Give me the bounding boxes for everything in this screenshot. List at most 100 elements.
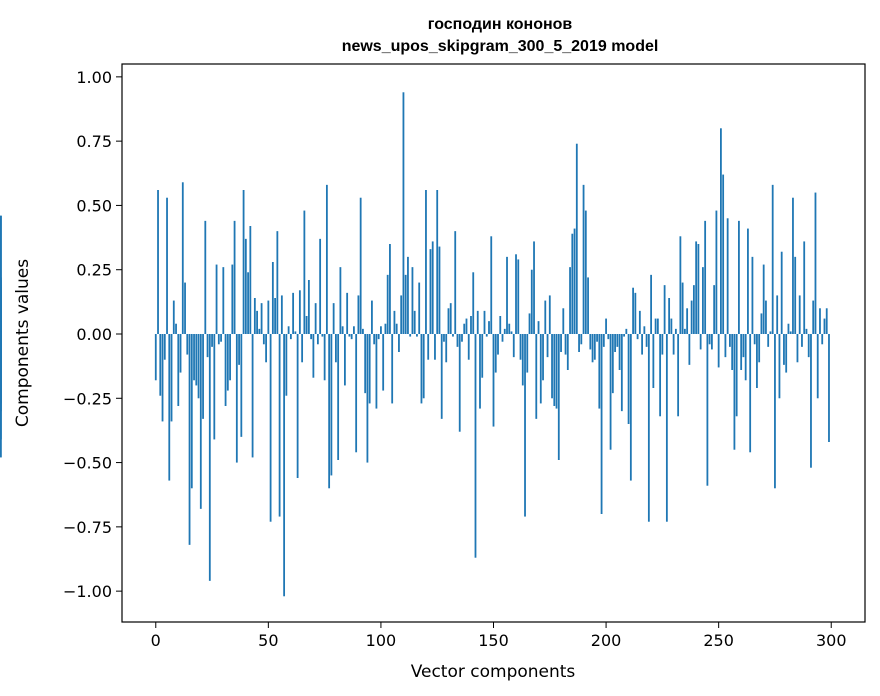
bar — [242, 190, 245, 334]
bar — [623, 334, 625, 337]
bar — [713, 285, 716, 334]
bar — [490, 236, 493, 334]
bar — [814, 192, 817, 334]
chart-subtitle: news_upos_skipgram_300_5_2019 model — [342, 38, 659, 55]
bar — [172, 300, 175, 334]
bar — [771, 184, 774, 334]
bar — [589, 334, 592, 350]
bar — [260, 303, 263, 334]
x-tick-label: 50 — [258, 631, 278, 650]
bar — [298, 290, 301, 334]
bar — [449, 303, 452, 334]
bar — [220, 334, 222, 342]
bar — [564, 334, 567, 355]
bar — [828, 334, 830, 442]
bar — [440, 334, 443, 419]
y-tick-label: −0.75 — [63, 518, 112, 537]
bar — [483, 310, 486, 334]
bar — [607, 334, 610, 340]
bar — [463, 323, 466, 334]
bar — [217, 334, 220, 345]
bar — [654, 318, 657, 334]
bar — [740, 334, 743, 370]
bar — [429, 249, 432, 334]
bar — [774, 334, 776, 489]
bar — [443, 334, 445, 342]
bar — [175, 323, 177, 334]
bar — [539, 334, 542, 404]
bar — [276, 231, 279, 334]
bar — [798, 295, 801, 334]
bar — [362, 328, 364, 334]
bar — [280, 295, 283, 334]
bar — [0, 215, 2, 334]
bar — [674, 328, 677, 334]
bar — [267, 300, 270, 334]
bar — [767, 334, 770, 347]
bar — [533, 241, 535, 334]
bar — [213, 334, 216, 440]
bar — [582, 184, 585, 334]
bar — [668, 298, 671, 334]
bar — [650, 274, 653, 334]
bar — [206, 334, 209, 358]
bar — [476, 310, 479, 334]
y-tick-label: 0.75 — [76, 132, 112, 151]
bar — [334, 334, 337, 363]
bar — [303, 210, 306, 334]
bar — [528, 313, 531, 334]
plot-frame — [121, 63, 866, 623]
bar — [368, 334, 371, 404]
bar — [796, 334, 799, 363]
bar — [193, 334, 195, 381]
bar — [420, 334, 423, 404]
bar — [542, 334, 544, 381]
bar — [735, 334, 738, 417]
bar — [758, 334, 761, 363]
bar — [184, 282, 186, 334]
bar — [409, 334, 412, 337]
bar — [233, 220, 236, 334]
bar — [821, 334, 824, 345]
bar — [555, 334, 558, 409]
bar — [587, 277, 589, 334]
x-tick-label: 200 — [591, 631, 622, 650]
bar — [190, 334, 193, 489]
bar — [166, 197, 168, 334]
bar — [573, 228, 576, 334]
bar — [301, 334, 304, 363]
bar — [337, 334, 340, 460]
bar — [328, 334, 331, 489]
bar — [294, 331, 297, 334]
x-axis-ticks: 0 50 100 150 200 250 300 — [151, 622, 847, 650]
bar — [382, 334, 385, 391]
bar — [625, 328, 628, 334]
bar — [343, 334, 346, 386]
bar — [692, 285, 695, 334]
bar — [515, 254, 517, 334]
bar — [823, 318, 826, 334]
bar — [346, 292, 349, 334]
bar — [611, 334, 614, 394]
bar — [803, 241, 806, 334]
bar — [690, 300, 693, 334]
bar — [524, 334, 526, 517]
bar — [776, 295, 779, 334]
bar — [0, 287, 2, 334]
bar — [170, 334, 173, 422]
bar — [285, 334, 288, 396]
bar — [224, 334, 227, 406]
bar — [677, 334, 680, 417]
bar — [805, 328, 808, 334]
bar — [591, 334, 594, 363]
bar — [665, 334, 668, 522]
bar — [413, 310, 416, 334]
bar — [627, 334, 630, 424]
bar — [330, 334, 333, 476]
bar — [605, 318, 607, 334]
bar — [418, 282, 421, 334]
bars-group — [0, 92, 830, 597]
bar — [485, 334, 488, 337]
bar — [310, 334, 313, 340]
bar — [215, 264, 218, 334]
